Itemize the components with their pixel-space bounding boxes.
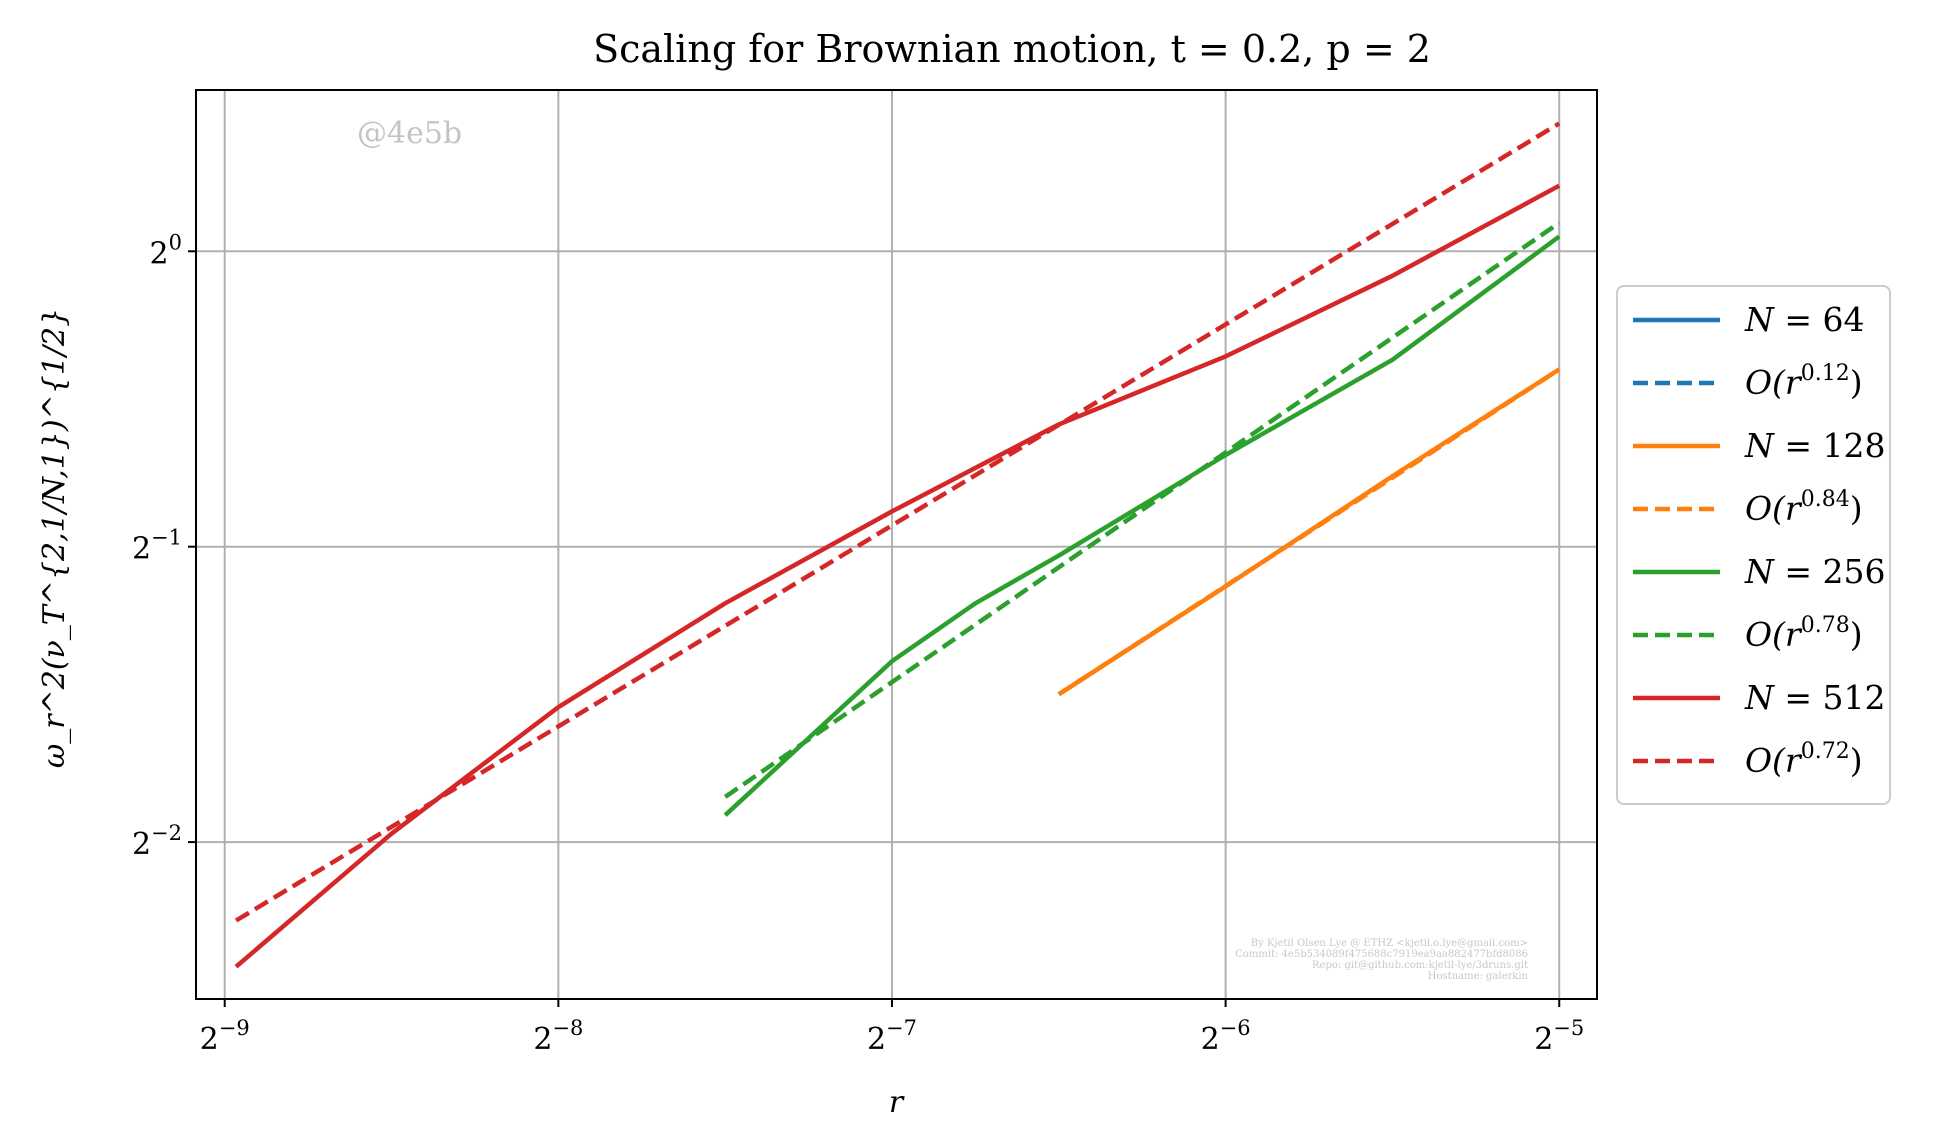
- legend-label: O(r0.72): [1745, 739, 1863, 780]
- chart-title: Scaling for Brownian motion, t = 0.2, p …: [593, 27, 1431, 71]
- axis-ticks: 2−9 2−8 2−7 2−6 2−5 2−2 2−1 20: [132, 230, 1584, 1057]
- plot-frame: [195, 89, 1598, 1000]
- x-tick-label: 2−7: [867, 1016, 917, 1057]
- credit-line: Commit: 4e5b534089f475688c7919ea9aa88247…: [1235, 949, 1528, 960]
- y-tick-label: 20: [150, 230, 182, 271]
- legend-label: O(r0.12): [1745, 361, 1863, 402]
- x-tick-label: 2−5: [1534, 1016, 1584, 1057]
- credit-line: Repo: git@github.com:kjetil-lye/3druns.g…: [1312, 960, 1528, 971]
- x-tick-label: 2−6: [1201, 1016, 1251, 1057]
- y-tick-label: 2−1: [132, 526, 182, 567]
- x-axis-label: r: [889, 1085, 905, 1120]
- y-axis-label: ω_r^2(ν_T^{2,1/N,1})^{1/2}: [37, 308, 72, 768]
- series-line: [234, 121, 1561, 923]
- legend-label: O(r0.84): [1745, 487, 1863, 528]
- legend-label: O(r0.78): [1745, 613, 1863, 654]
- legend-label: N = 64: [1744, 300, 1865, 339]
- series-lines: [234, 121, 1561, 969]
- y-tick-label: 2−2: [132, 821, 182, 862]
- credits: By Kjetil Olsen Lye @ ETHZ <kjetil.o.lye…: [1235, 938, 1528, 982]
- legend-label: N = 512: [1744, 678, 1886, 717]
- series-line: [1057, 367, 1561, 697]
- x-tick-label: 2−8: [533, 1016, 583, 1057]
- credit-line: Hostname: galerkin: [1428, 971, 1529, 982]
- watermark: @4e5b: [357, 116, 462, 151]
- legend-label: N = 256: [1744, 552, 1886, 591]
- legend: N = 64 O(r0.12) N = 128 O(r0.84) N = 256 O(r0…: [1616, 285, 1891, 805]
- legend-label: N = 128: [1744, 426, 1886, 465]
- x-tick-label: 2−9: [200, 1016, 250, 1057]
- legend-box: [1616, 285, 1891, 805]
- grid: [196, 90, 1597, 999]
- series-line: [723, 221, 1561, 799]
- credit-line: By Kjetil Olsen Lye @ ETHZ <kjetil.o.lye…: [1251, 938, 1528, 949]
- series-line: [723, 234, 1561, 817]
